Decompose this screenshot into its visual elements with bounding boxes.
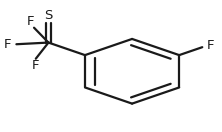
Text: F: F [4,38,11,51]
Text: F: F [32,59,39,72]
Text: F: F [27,15,34,28]
Text: F: F [207,39,215,52]
Text: S: S [44,9,53,22]
